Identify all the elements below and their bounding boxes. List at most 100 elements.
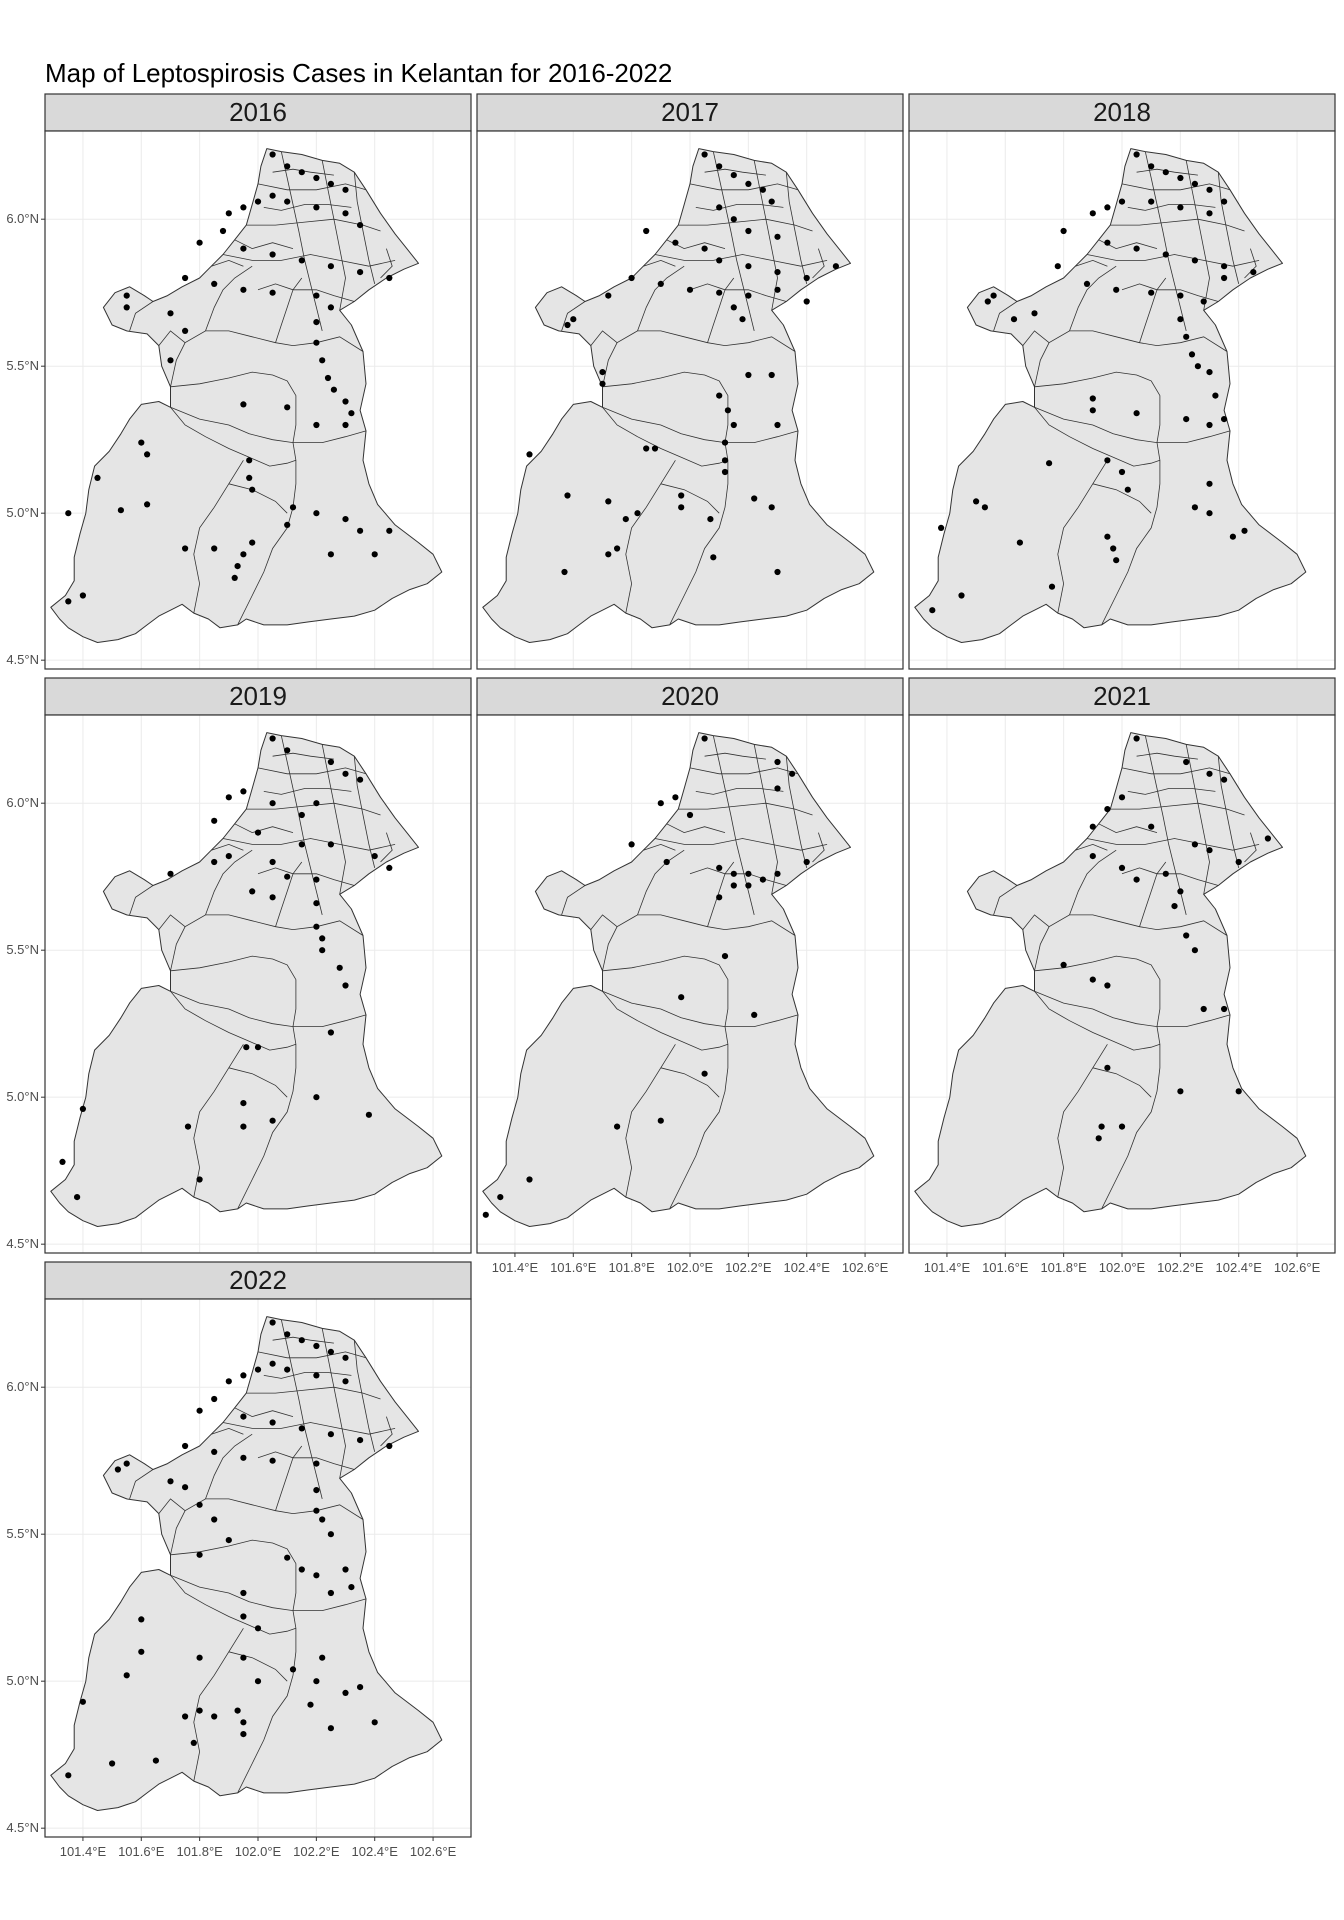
case-point [745,292,752,299]
y-tick-label: 4.5°N [6,1820,39,1835]
case-point [605,498,612,505]
case-point [342,186,349,193]
district-boundary-line [1022,330,1050,346]
case-point [371,1719,378,1726]
case-point [1221,198,1228,205]
district-boundary-line [753,744,778,895]
case-point [1148,163,1155,170]
case-point [990,292,997,299]
case-point [1200,1005,1207,1013]
case-point [774,269,781,276]
case-point [240,204,247,211]
case-point [182,327,189,334]
case-point [313,1678,320,1685]
district-boundary-line [643,259,676,267]
case-point [342,1689,349,1696]
case-point [1089,210,1096,217]
facet-strip-label: 2016 [229,97,287,127]
district-boundary-line [257,1351,367,1359]
case-point [707,516,714,523]
case-point [313,1487,320,1494]
district-boundary-line [1075,259,1108,267]
district-boundary-line [704,752,766,760]
case-point [196,1501,203,1508]
case-point [313,876,320,883]
case-point [1089,823,1096,830]
case-point [182,545,189,552]
case-point [1162,870,1169,877]
case-point [298,841,305,848]
case-points [65,151,393,605]
y-tick-label: 6.0°N [6,211,39,226]
district-boundaries [993,735,1260,1210]
case-point [1221,776,1228,783]
district-boundaries [561,151,828,626]
district-boundary-line [1034,371,1161,443]
case-point [327,1348,334,1355]
district-boundary-line [602,955,729,1027]
y-tick-label: 5.5°N [6,942,39,957]
case-point [357,527,364,534]
district-boundary-line [129,885,154,916]
x-tick-label: 102.0°E [667,1260,714,1275]
case-point [167,870,174,877]
district-boundary-line [170,955,297,1027]
district-boundary-line [704,168,766,176]
case-point [254,1044,262,1051]
case-point [319,947,326,954]
case-point [269,151,276,158]
district-boundary-line [129,1469,154,1500]
district-boundary-line [1034,991,1161,1051]
district-boundary-line [1022,914,1050,930]
district-boundary-line [590,914,618,930]
case-point [1221,263,1228,270]
district-boundary-line [353,172,376,284]
case-point [721,953,729,960]
case-point [211,1516,218,1523]
case-point [298,169,305,176]
district-boundary-line [275,277,303,343]
case-point [710,554,717,561]
district-boundary-line [1092,483,1152,514]
facet-strip [908,93,1336,132]
case-points [1060,735,1271,1142]
case-point [249,539,256,546]
case-point [284,1331,291,1338]
case-point [123,1672,130,1679]
case-point [240,286,247,293]
case-point [254,829,262,836]
case-point [298,811,305,819]
case-point [254,198,262,205]
case-point [327,180,334,187]
district-boundary-line [1034,914,1228,971]
case-points [482,735,810,1218]
case-point [1016,539,1024,546]
case-point [386,274,393,282]
case-point [768,198,775,205]
district-boundary-line [1139,861,1167,927]
case-point [182,1442,189,1450]
case-point [1010,316,1018,323]
case-point [371,853,378,860]
facet-strip [476,677,904,716]
case-point [211,858,218,866]
facet-strip-label: 2017 [661,97,719,127]
case-point [643,445,650,452]
case-point [298,257,305,264]
case-point [319,1516,326,1523]
district-boundary-line [211,843,244,851]
case-point [774,870,781,877]
case-point [739,316,746,323]
facet-strip-label: 2019 [229,681,287,711]
case-point [716,163,723,170]
case-point [745,227,752,235]
case-point [984,298,991,305]
case-point [789,770,796,777]
district-boundary-line [707,861,735,927]
panel-border [44,714,472,1254]
case-point [269,1319,276,1326]
case-point [657,1117,664,1124]
district-boundary-line [211,259,244,267]
case-point [1250,269,1257,276]
case-point [342,210,349,217]
